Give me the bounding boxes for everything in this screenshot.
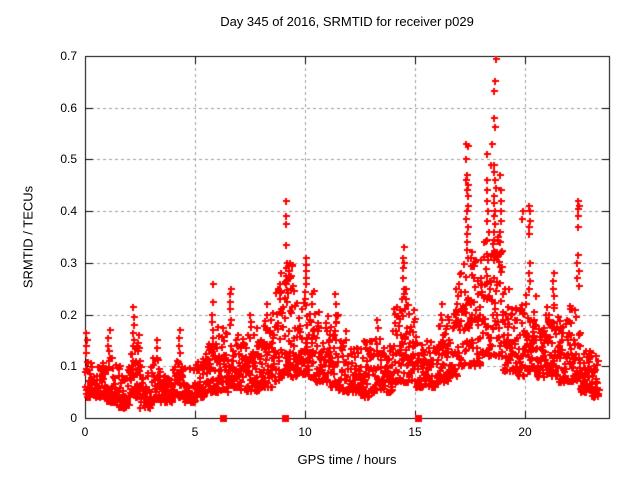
y-tick-label: 0.4 — [60, 204, 77, 218]
y-axis-label: SRMTID / TECUs — [20, 185, 36, 289]
y-tick-label: 0.5 — [60, 152, 77, 166]
x-axis-label: GPS time / hours — [297, 452, 397, 467]
y-tick-label: 0 — [70, 411, 77, 425]
y-tick-label: 0.2 — [60, 308, 77, 322]
x-tick-label: 20 — [518, 425, 532, 439]
y-tick-label: 0.3 — [60, 256, 77, 270]
y-tick-label: 0.6 — [60, 101, 77, 115]
x-tick-label: 15 — [408, 425, 422, 439]
x-tick-label: 5 — [191, 425, 199, 439]
y-tick-label: 0.1 — [60, 359, 77, 373]
x-tick-label: 10 — [298, 425, 312, 439]
chart-title: Day 345 of 2016, SRMTID for receiver p02… — [220, 14, 474, 29]
x-tick-label: 0 — [81, 425, 89, 439]
y-tick-label: 0.7 — [60, 49, 77, 63]
